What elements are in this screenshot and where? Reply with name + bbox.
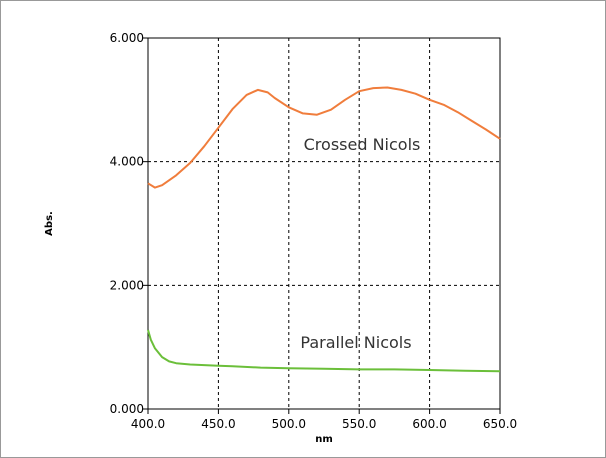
y-axis-title: Abs.	[44, 211, 55, 236]
y-tick-label: 6.000	[110, 31, 144, 45]
axis-ticks: 400.0 450.0 500.0 550.0 600.0 650.0 0.000 2.000…	[110, 31, 518, 431]
series-line-2	[147, 329, 501, 373]
grid	[148, 38, 500, 409]
plot-area	[147, 37, 501, 410]
x-tick-label: 450.0	[201, 417, 235, 431]
y-tick-label: 4.000	[110, 155, 144, 169]
y-tick-label: 0.000	[110, 402, 144, 416]
x-tick-label: 500.0	[272, 417, 306, 431]
x-tick-label: 650.0	[483, 417, 517, 431]
series-line-1	[147, 86, 501, 189]
y-tick-label: 2.000	[110, 278, 144, 292]
series-lines	[147, 86, 501, 373]
x-axis-title: nm	[315, 434, 333, 445]
series-label-1: Crossed Nicols	[304, 135, 421, 154]
x-tick-label: 600.0	[412, 417, 446, 431]
x-tick-label: 550.0	[342, 417, 376, 431]
labels: Crossed Nicols Parallel Nicols	[300, 135, 420, 352]
series-label-2: Parallel Nicols	[300, 333, 411, 352]
x-tick-label: 400.0	[131, 417, 165, 431]
